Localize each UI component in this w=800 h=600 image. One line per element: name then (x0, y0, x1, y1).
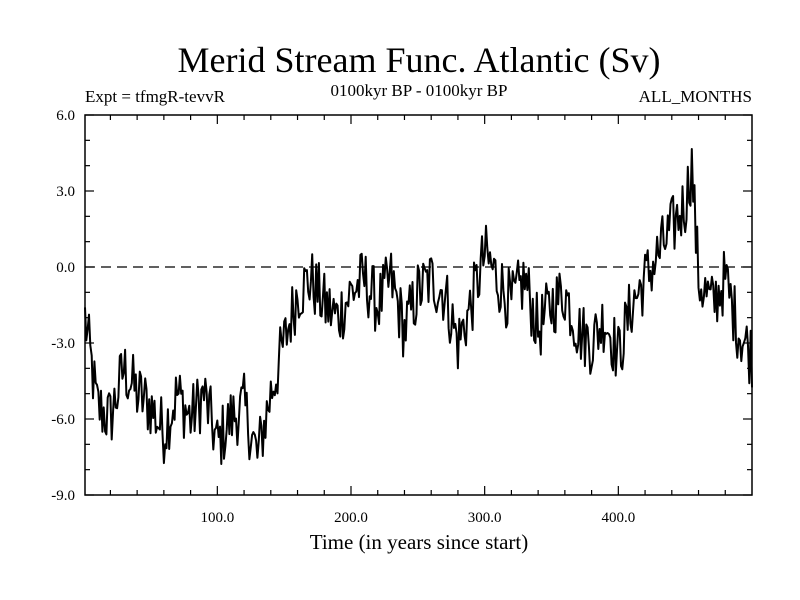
experiment-label: Expt = tfmgR-tevvR (85, 87, 226, 106)
y-tick-label: 6.0 (56, 108, 75, 124)
x-tick-label: 200.0 (334, 510, 368, 526)
plot-area (84, 114, 753, 496)
y-tick-label: -3.0 (51, 336, 75, 352)
y-tick-label: -6.0 (51, 412, 75, 428)
y-axis: 6.0 3.0 0.0 -3.0 -6.0 -9.0 (51, 108, 752, 504)
y-tick-label: 3.0 (56, 184, 75, 200)
y-tick-label: 0.0 (56, 260, 75, 276)
chart-title: Merid Stream Func. Atlantic (Sv) (178, 40, 661, 80)
x-tick-label: 300.0 (468, 510, 502, 526)
period-label: 0100kyr BP - 0100kyr BP (331, 81, 508, 100)
x-tick-label: 100.0 (200, 510, 234, 526)
plot-frame (84, 114, 753, 496)
x-axis-label: Time (in years since start) (310, 530, 529, 554)
x-axis: 100.0 200.0 300.0 400.0 (109, 115, 726, 526)
y-tick-label: -9.0 (51, 488, 75, 504)
series-line (84, 148, 753, 465)
months-label: ALL_MONTHS (639, 87, 752, 106)
x-tick-label: 400.0 (601, 510, 635, 526)
